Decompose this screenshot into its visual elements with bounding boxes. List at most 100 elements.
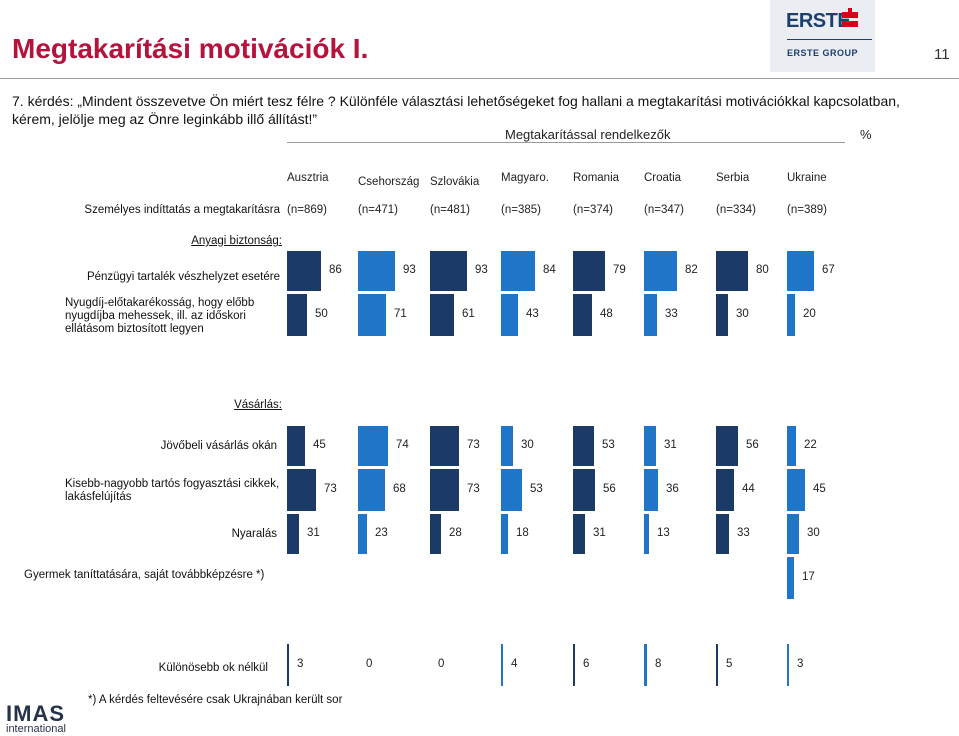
bar — [787, 426, 796, 466]
bar — [358, 469, 385, 511]
bar — [287, 644, 289, 686]
bar — [716, 514, 729, 554]
row-label: Nyaralás — [231, 528, 277, 540]
data-label: 30 — [807, 527, 820, 539]
bar — [358, 251, 395, 291]
question-text: 7. kérdés: „Mindent összevetve Ön miért … — [12, 93, 900, 127]
bar — [501, 251, 535, 291]
title-divider — [0, 78, 959, 79]
data-label: 31 — [593, 527, 606, 539]
bar — [787, 251, 814, 291]
data-label: 61 — [462, 308, 475, 320]
sample-size-value: (n=389) — [787, 204, 827, 216]
subtitle-divider — [287, 142, 845, 143]
data-label: 33 — [737, 527, 750, 539]
unit-label: % — [860, 127, 872, 142]
imas-logo-sub: international — [6, 723, 66, 735]
bar — [716, 469, 734, 511]
data-label: 45 — [813, 483, 826, 495]
bar — [716, 294, 728, 336]
bar — [787, 514, 799, 554]
bar — [287, 294, 307, 336]
bar — [644, 251, 677, 291]
erste-s-icon — [842, 8, 858, 27]
data-label: 0 — [438, 658, 445, 670]
country-header: Csehország — [358, 176, 420, 188]
bar — [358, 426, 388, 466]
data-label: 50 — [315, 308, 328, 320]
bar — [430, 514, 441, 554]
bar — [358, 294, 386, 336]
data-label: 18 — [516, 527, 529, 539]
country-header: Szlovákia — [430, 176, 480, 188]
bar — [358, 514, 367, 554]
data-label: 33 — [665, 308, 678, 320]
sample-size-value: (n=347) — [644, 204, 684, 216]
footnote: *) A kérdés feltevésére csak Ukrajnában … — [88, 694, 343, 706]
data-label: 3 — [797, 658, 804, 670]
data-label: 73 — [467, 439, 480, 451]
country-header: Ausztria — [287, 172, 329, 184]
data-label: 4 — [511, 658, 518, 670]
erste-logo-line — [787, 39, 872, 40]
bar — [573, 251, 605, 291]
country-header: Serbia — [716, 172, 750, 184]
row-label: Gyermek taníttatására, saját továbbképzé… — [24, 569, 265, 581]
sample-size-value: (n=471) — [358, 204, 398, 216]
data-label: 3 — [297, 658, 304, 670]
data-label: 45 — [313, 439, 326, 451]
slide-number: 11 — [934, 46, 950, 63]
bar — [501, 644, 503, 686]
row-label: Jövőbeli vásárlás okán — [160, 440, 277, 452]
data-label: 36 — [666, 483, 679, 495]
data-label: 13 — [657, 527, 670, 539]
bar — [644, 514, 649, 554]
data-label: 48 — [600, 308, 613, 320]
data-label: 8 — [655, 658, 662, 670]
sample-size-value: (n=869) — [287, 204, 327, 216]
data-label: 23 — [375, 527, 388, 539]
chart-subtitle: Megtakarítással rendelkezők — [505, 127, 671, 142]
bar — [501, 426, 513, 466]
section-heading: Vásárlás: — [234, 399, 282, 411]
data-label: 20 — [803, 308, 816, 320]
data-label: 22 — [804, 439, 817, 451]
bar — [716, 426, 738, 466]
bar — [287, 469, 316, 511]
data-label: 82 — [685, 264, 698, 276]
data-label: 53 — [602, 439, 615, 451]
data-label: 84 — [543, 264, 556, 276]
country-header: Magyaro. — [501, 172, 549, 184]
row-label: Pénzügyi tartalék vészhelyzet esetére — [86, 271, 280, 283]
sample-size-value: (n=334) — [716, 204, 756, 216]
imas-logo-word: IMAS — [6, 701, 65, 726]
erste-logo-group: ERSTE GROUP — [787, 48, 859, 58]
bar — [430, 426, 459, 466]
bar — [573, 294, 592, 336]
data-label: 79 — [613, 264, 626, 276]
bar — [787, 469, 805, 511]
country-header: Croatia — [644, 172, 682, 184]
row-label: Kisebb-nagyobb tartós fogyasztási cikkek… — [65, 478, 280, 503]
sample-size-value: (n=481) — [430, 204, 470, 216]
data-label: 31 — [307, 527, 320, 539]
bar — [573, 644, 575, 686]
data-label: 17 — [802, 571, 815, 583]
bar — [716, 644, 718, 686]
bar — [644, 426, 656, 466]
row-label: Nyugdíj-előtakarékosság, hogy előbb nyug… — [65, 297, 255, 335]
data-label: 53 — [530, 483, 543, 495]
data-label: 43 — [526, 308, 539, 320]
data-label: 30 — [736, 308, 749, 320]
section-heading: Anyagi biztonság: — [191, 235, 282, 247]
data-label: 5 — [726, 658, 733, 670]
data-label: 0 — [366, 658, 373, 670]
bar — [573, 514, 585, 554]
data-label: 67 — [822, 264, 835, 276]
bar — [287, 514, 299, 554]
data-label: 68 — [393, 483, 406, 495]
sample-size-value: (n=385) — [501, 204, 541, 216]
bar — [716, 251, 748, 291]
data-label: 31 — [664, 439, 677, 451]
bar — [287, 426, 305, 466]
